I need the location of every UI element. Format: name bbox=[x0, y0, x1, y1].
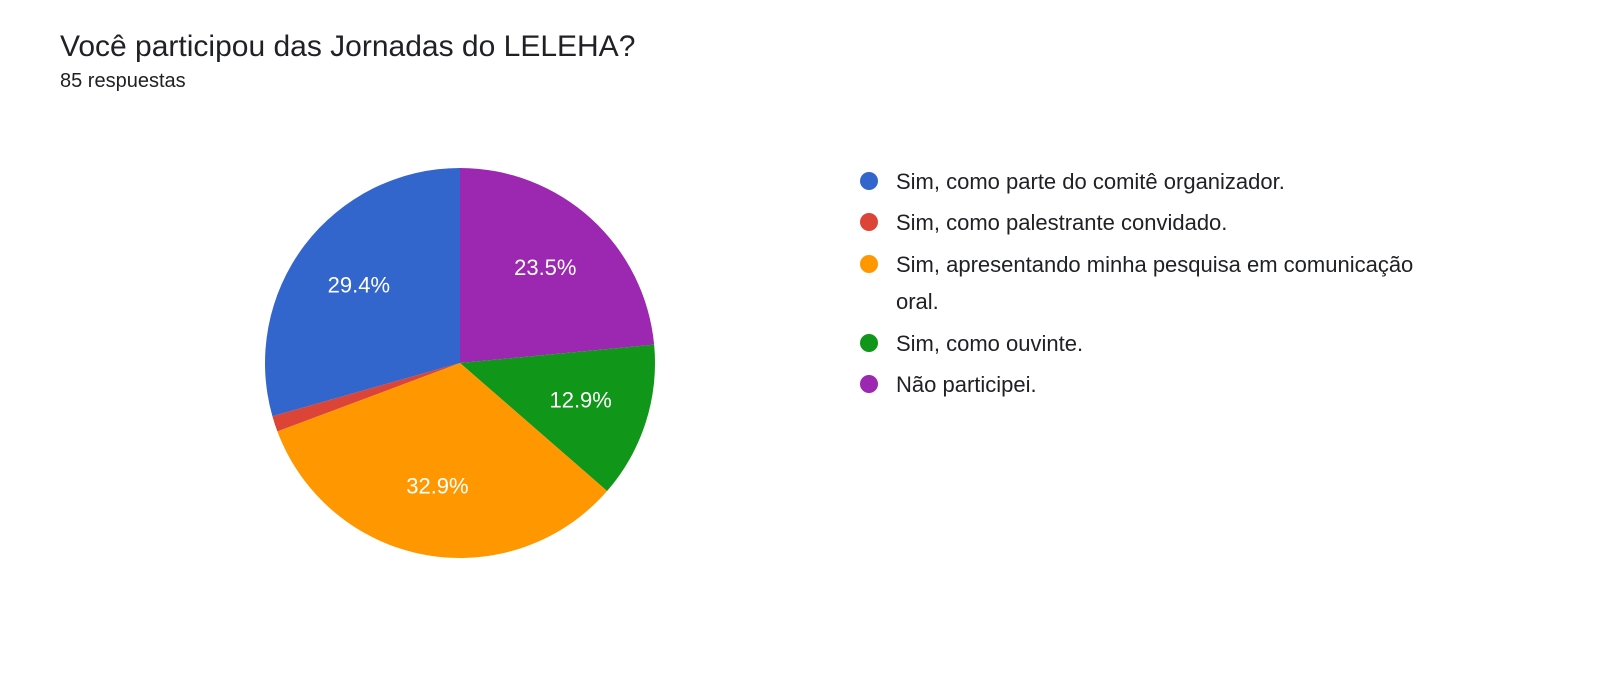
legend-label-palestrante: Sim, como palestrante convidado. bbox=[896, 204, 1420, 241]
legend-item-pesquisa_oral[interactable]: Sim, apresentando minha pesquisa em comu… bbox=[860, 246, 1420, 321]
chart-legend: Sim, como parte do comitê organizador. Si… bbox=[860, 123, 1420, 407]
pie-slice-label-comite: 29.4% bbox=[328, 272, 390, 297]
pie-slice-label-nao_participei: 23.5% bbox=[514, 255, 576, 280]
pie-chart-svg: 23.5% 12.9% 32.9% 29.4% bbox=[60, 123, 860, 603]
chart-container: Você participou das Jornadas do LELEHA? … bbox=[0, 0, 1600, 633]
chart-content-row: 23.5% 12.9% 32.9% 29.4% Sim, como parte do … bbox=[60, 123, 1540, 603]
chart-title: Você participou das Jornadas do LELEHA? bbox=[60, 30, 1540, 64]
legend-swatch-comite bbox=[860, 172, 878, 190]
pie-slice-label-pesquisa_oral: 32.9% bbox=[406, 474, 468, 499]
legend-label-nao_participei: Não participei. bbox=[896, 366, 1420, 403]
legend-swatch-pesquisa_oral bbox=[860, 255, 878, 273]
legend-swatch-nao_participei bbox=[860, 375, 878, 393]
pie-chart-area: 23.5% 12.9% 32.9% 29.4% bbox=[60, 123, 860, 603]
legend-item-ouvinte[interactable]: Sim, como ouvinte. bbox=[860, 325, 1420, 362]
chart-subtitle: 85 respuestas bbox=[60, 70, 1540, 93]
legend-item-nao_participei[interactable]: Não participei. bbox=[860, 366, 1420, 403]
legend-label-comite: Sim, como parte do comitê organizador. bbox=[896, 163, 1420, 200]
legend-swatch-ouvinte bbox=[860, 334, 878, 352]
legend-label-pesquisa_oral: Sim, apresentando minha pesquisa em comu… bbox=[896, 246, 1420, 321]
legend-item-palestrante[interactable]: Sim, como palestrante convidado. bbox=[860, 204, 1420, 241]
pie-slice-label-ouvinte: 12.9% bbox=[549, 388, 611, 413]
legend-swatch-palestrante bbox=[860, 213, 878, 231]
legend-label-ouvinte: Sim, como ouvinte. bbox=[896, 325, 1420, 362]
legend-item-comite[interactable]: Sim, como parte do comitê organizador. bbox=[860, 163, 1420, 200]
